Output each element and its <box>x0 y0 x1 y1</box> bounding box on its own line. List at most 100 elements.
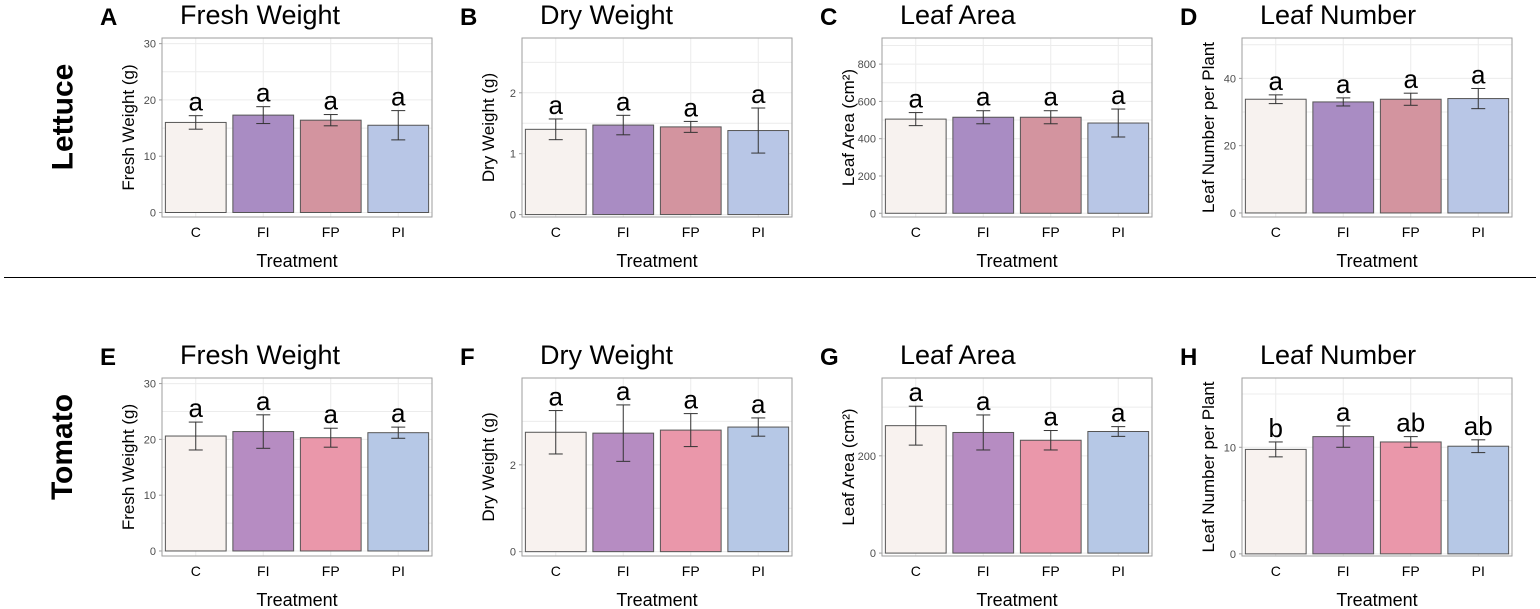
panel-a-letter-pi: a <box>391 82 406 112</box>
panel-h-letter-fp: ab <box>1396 408 1425 438</box>
panel-c-ytick-label: 800 <box>858 59 876 71</box>
row-divider <box>4 277 1536 278</box>
panel-e-title: Fresh Weight <box>180 340 341 370</box>
panel-f-ylabel: Dry Weight (g) <box>479 412 498 521</box>
panel-c-frame <box>881 37 1153 218</box>
panel-d-letter-fp: a <box>1404 64 1419 94</box>
panel-f-letter-fp: a <box>684 385 699 415</box>
panel-e-ytick-label: 0 <box>150 546 156 558</box>
panel-g-letter-fp: a <box>1044 402 1059 432</box>
panel-e-letter-pi: a <box>391 398 406 428</box>
panel-e-frame <box>161 377 433 557</box>
panel-c-letter-pi: a <box>1111 80 1126 110</box>
panel-d-xtick-pi: PI <box>1472 224 1485 240</box>
panel-e-ylabel: Fresh Weight (g) <box>119 404 138 530</box>
panel-c-letter-c: a <box>909 84 924 114</box>
panel-g-ytick-label: 200 <box>858 451 876 463</box>
panel-g-xtick-fp: FP <box>1042 563 1060 579</box>
panel-d-letter-pi: a <box>1471 59 1486 89</box>
panel-a-ytick-label: 0 <box>150 207 156 219</box>
panel-h-letter-c: b <box>1269 413 1283 443</box>
panel-h-xtick-fp: FP <box>1402 563 1420 579</box>
panel-b-letter-fi: a <box>616 86 631 116</box>
panel-h-ytick-label: 0 <box>1230 549 1236 561</box>
panel-d-ytick-label: 0 <box>1230 208 1236 220</box>
panel-d-bar-pi <box>1447 98 1510 214</box>
panel-b-xtick-pi: PI <box>752 224 765 240</box>
panel-g-xtick-fi: FI <box>977 563 989 579</box>
panel-e-ytick-label: 10 <box>144 490 156 502</box>
panel-d-xtick-fi: FI <box>1337 224 1349 240</box>
panel-e-ytick-label: 30 <box>144 379 156 391</box>
panel-b-title: Dry Weight <box>540 0 674 30</box>
panel-a-bar-fi <box>232 114 295 213</box>
panel-h-ytick-label: 10 <box>1224 442 1236 454</box>
panel-c-ytick-label: 600 <box>858 96 876 108</box>
panel-h-xlabel: Treatment <box>1336 590 1417 609</box>
panel-h-letter-pi: ab <box>1464 411 1493 441</box>
panel-d-ylabel: Leaf Number per Plant <box>1199 42 1218 213</box>
panel-g-letter-label: G <box>820 344 839 371</box>
panel-h-bar-fp <box>1379 441 1442 555</box>
panel-b-bar-fp <box>659 126 722 216</box>
panel-b-frame <box>521 37 793 218</box>
panel-c-bar-pi <box>1087 122 1150 214</box>
panel-f-bar-fp <box>659 429 722 553</box>
panel-a-frame <box>161 37 433 218</box>
panel-f-letter-label: F <box>460 344 475 371</box>
panel-d-xtick-fp: FP <box>1402 224 1420 240</box>
panel-a-xtick-c: C <box>191 224 201 240</box>
panel-c-title: Leaf Area <box>900 0 1017 30</box>
panel-d-bar-fi <box>1312 101 1375 214</box>
panel-g-letter-pi: a <box>1111 398 1126 428</box>
panel-d-bar-fp <box>1379 98 1442 214</box>
panel-f-xtick-pi: PI <box>752 563 765 579</box>
panel-c-letter-fp: a <box>1044 82 1059 112</box>
panel-h-bar-fi <box>1312 436 1375 555</box>
panel-e-bar-fi <box>232 431 295 552</box>
panel-e-letter-fi: a <box>256 386 271 416</box>
panel-d-frame <box>1241 37 1513 218</box>
panel-d-letter-c: a <box>1269 66 1284 96</box>
panel-a-title: Fresh Weight <box>180 0 341 30</box>
panel-b-ytick-label: 0 <box>510 210 516 222</box>
panel-e-letter-c: a <box>189 393 204 423</box>
panel-c-ytick-label: 200 <box>858 171 876 183</box>
panel-a-xtick-pi: PI <box>392 224 405 240</box>
panel-a-bar-fp <box>299 119 362 213</box>
panel-g-bar-fi <box>952 431 1015 554</box>
panel-b-ytick-label: 2 <box>510 88 516 100</box>
panel-a-xtick-fp: FP <box>322 224 340 240</box>
panel-a-letter-fp: a <box>324 86 339 116</box>
panel-h-title: Leaf Number <box>1260 340 1416 370</box>
panel-a-letter-label: A <box>100 4 117 31</box>
panel-a-bar-c <box>164 121 227 213</box>
panel-b-letter-c: a <box>549 90 564 120</box>
panel-e-xtick-fp: FP <box>322 563 340 579</box>
panel-h-xtick-fi: FI <box>1337 563 1349 579</box>
panel-d-title: Leaf Number <box>1260 0 1416 30</box>
panel-b-xtick-fi: FI <box>617 224 629 240</box>
panel-c-bar-fi <box>952 116 1015 214</box>
panel-h-frame <box>1241 377 1513 557</box>
panel-b-xtick-fp: FP <box>682 224 700 240</box>
panel-c-xtick-pi: PI <box>1112 224 1125 240</box>
panel-f-ytick-label: 0 <box>510 547 516 559</box>
panel-c-xlabel: Treatment <box>976 251 1057 271</box>
panel-e-bar-fp <box>299 437 362 552</box>
panel-c-ytick-label: 0 <box>870 208 876 220</box>
panel-a-letter-fi: a <box>256 78 271 108</box>
panel-d-ytick-label: 40 <box>1224 73 1236 85</box>
panel-f-letter-c: a <box>549 382 564 412</box>
panel-h-xtick-pi: PI <box>1472 563 1485 579</box>
panel-f-xlabel: Treatment <box>616 590 697 609</box>
panel-g-bar-fp <box>1019 439 1082 554</box>
panel-g-xlabel: Treatment <box>976 590 1057 609</box>
panel-d-ytick-label: 20 <box>1224 141 1236 153</box>
panel-c-bar-fp <box>1019 116 1082 214</box>
panel-e-xtick-pi: PI <box>392 563 405 579</box>
panel-e-ytick-label: 20 <box>144 434 156 446</box>
panel-a-xtick-fi: FI <box>257 224 269 240</box>
panel-h-bar-c <box>1244 448 1307 555</box>
